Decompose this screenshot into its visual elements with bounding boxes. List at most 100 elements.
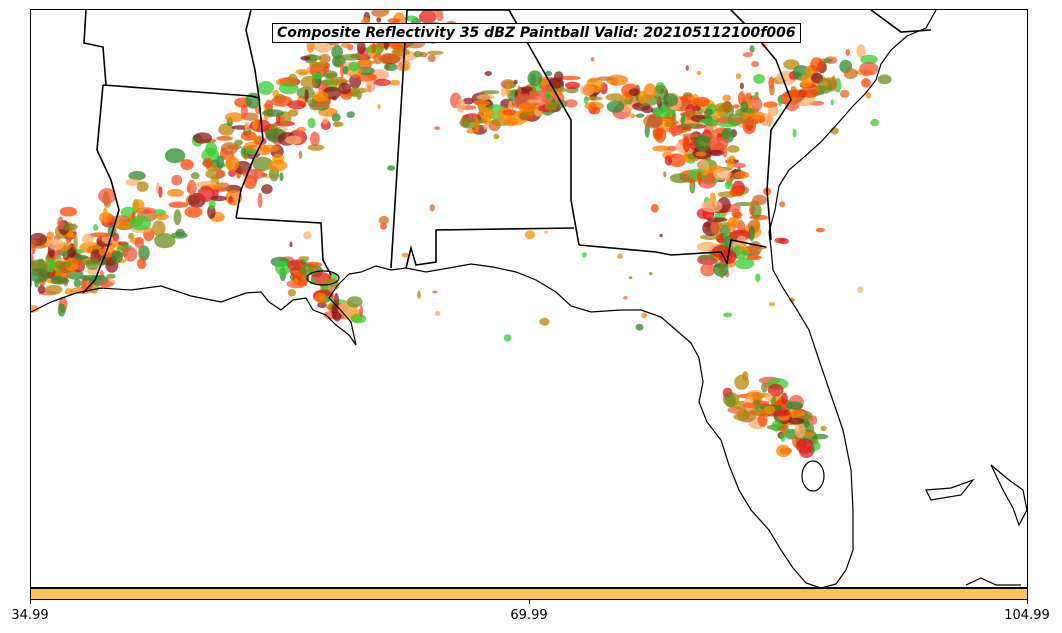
echo-blob [123, 246, 138, 262]
echo-cell [735, 73, 742, 79]
echo-blob [796, 438, 814, 454]
echo-blob [213, 182, 231, 192]
colorbar-label-min: 34.99 [11, 608, 49, 623]
echo-blob [125, 178, 142, 186]
echo-blob [714, 102, 735, 113]
echo-blob [753, 74, 765, 84]
echo-blob [729, 187, 745, 197]
echo-blob [680, 123, 702, 128]
echo-blob [244, 148, 258, 155]
echo-blob [293, 277, 298, 287]
echo-blob [307, 117, 316, 129]
echo-blob [64, 288, 74, 295]
echo-blob [860, 54, 878, 65]
echo-blob [767, 106, 779, 117]
echo-blob [46, 258, 55, 273]
echo-blob [654, 127, 667, 143]
echo-cell [377, 103, 381, 110]
echo-blob [668, 153, 687, 168]
echo-blob [404, 15, 418, 22]
echo-blob [629, 113, 636, 119]
echo-cell [755, 273, 761, 283]
echo-blob [466, 128, 476, 134]
echo-blob [427, 54, 436, 63]
echo-blob [700, 263, 716, 277]
echo-cell [650, 203, 659, 213]
echo-cell [628, 88, 640, 97]
echo-cell [429, 204, 435, 212]
echo-blob [701, 199, 723, 213]
echo-blob [57, 303, 66, 317]
echo-blob [187, 179, 197, 196]
echo-blob [387, 18, 400, 24]
echo-blob [767, 383, 784, 397]
echo-blob [742, 402, 757, 409]
echo-blob [564, 99, 578, 108]
echo-cell [723, 312, 733, 318]
echo-blob [732, 104, 740, 109]
echo-blob [521, 86, 533, 92]
echo-cell [281, 115, 285, 122]
echo-blob [695, 151, 707, 157]
border-al-ga [508, 10, 580, 246]
echo-blob [309, 61, 330, 68]
echo-blob [359, 305, 364, 317]
echo-blob [553, 71, 564, 82]
echo-blob [769, 84, 775, 96]
echo-blob [193, 132, 212, 144]
echo-blob [810, 57, 824, 72]
echo-blob [708, 137, 729, 150]
echo-blob [340, 62, 344, 79]
echo-blob [803, 432, 816, 437]
echo-cell [696, 70, 702, 76]
echo-cell [663, 171, 667, 178]
echo-cell [749, 45, 755, 53]
echo-blob [295, 69, 310, 75]
echo-blob [500, 87, 507, 97]
echo-blob [517, 85, 522, 97]
echo-blob [31, 268, 49, 283]
echo-blob [782, 90, 804, 98]
echo-blob [698, 177, 717, 189]
echo-blob [378, 53, 401, 64]
echo-blob [158, 186, 163, 198]
echo-blob [102, 207, 108, 223]
echo-blob [274, 93, 287, 105]
echo-blob [307, 98, 318, 108]
echo-blob [321, 118, 329, 125]
echo-blob [243, 153, 248, 160]
echo-cell [346, 111, 355, 118]
echo-blob [300, 75, 320, 89]
echo-blob [112, 232, 120, 242]
echo-blob [210, 195, 228, 202]
border-fl-panhandle [405, 227, 575, 269]
echo-blob [554, 99, 568, 109]
echo-cell [287, 288, 297, 297]
echo-blob [707, 217, 728, 223]
echo-blob [252, 135, 265, 142]
echo-cell [617, 253, 623, 259]
map-canvas [31, 10, 1027, 587]
echo-blob [90, 232, 110, 238]
echo-cell [870, 118, 880, 127]
echo-blob [259, 144, 280, 153]
echo-blob [740, 101, 749, 113]
echo-blob [391, 48, 411, 57]
echo-blob [559, 75, 581, 81]
echo-blob [734, 258, 755, 270]
echo-blob [718, 262, 726, 278]
echo-blob [74, 254, 89, 260]
echo-blob [357, 72, 377, 82]
echo-blob [421, 10, 438, 16]
echo-blob [263, 103, 271, 109]
echo-blob [764, 102, 771, 108]
echo-blob [314, 262, 319, 272]
echo-blob [785, 409, 806, 418]
echo-blob [820, 425, 827, 431]
echo-blob [713, 167, 731, 181]
echo-cell [379, 223, 388, 230]
echo-blob [154, 233, 176, 249]
echo-cell [543, 230, 549, 234]
echo-blob [299, 263, 314, 276]
echo-cell [590, 57, 595, 62]
